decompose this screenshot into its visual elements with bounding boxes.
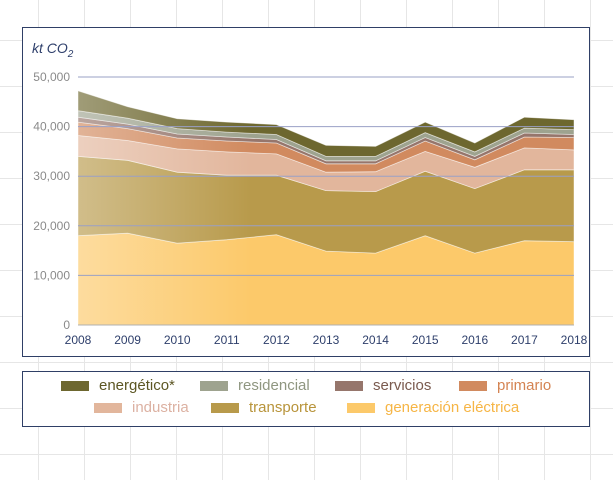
legend-label: energético*: [99, 377, 175, 394]
legend-swatch: [335, 380, 363, 391]
y-tick-label: 20,000: [33, 219, 70, 233]
x-tick-label: 2015: [412, 333, 439, 347]
area-highlight: [78, 90, 574, 326]
y-axis-label-main: kt CO: [32, 40, 68, 56]
legend-label: generación eléctrica: [385, 399, 520, 416]
legend-swatch: [347, 402, 375, 413]
x-tick-label: 2013: [313, 333, 340, 347]
legend-item: generación eléctrica: [347, 399, 519, 416]
legend-item: energético*: [61, 377, 175, 394]
legend-swatch: [459, 380, 487, 391]
legend-label: industria: [132, 399, 189, 416]
x-tick-label: 2014: [362, 333, 389, 347]
legend-item: primario: [459, 377, 551, 394]
y-tick-label: 30,000: [33, 169, 70, 183]
y-tick-label: 10,000: [33, 268, 70, 282]
legend-item: transporte: [211, 399, 317, 416]
x-tick-label: 2016: [461, 333, 488, 347]
x-tick-label: 2008: [65, 333, 92, 347]
y-axis-label: kt CO2: [32, 40, 74, 60]
legend-swatch: [61, 380, 89, 391]
legend-swatch: [200, 380, 228, 391]
y-tick-label: 0: [63, 318, 70, 332]
y-tick-label: 40,000: [33, 120, 70, 134]
x-tick-label: 2012: [263, 333, 290, 347]
legend-item: industria: [94, 399, 189, 416]
legend-label: servicios: [373, 377, 432, 394]
legend-swatch: [211, 402, 239, 413]
x-tick-label: 2018: [561, 333, 588, 347]
chart-frame: kt CO2 0 10,000 20,000 30,000 40,000 50,000 20…: [22, 27, 590, 357]
x-tick-label: 2011: [214, 333, 240, 347]
x-tick-label: 2017: [511, 333, 538, 347]
gridlines: [78, 76, 574, 276]
legend-swatch: [94, 402, 122, 413]
legend-item: servicios: [335, 377, 431, 394]
legend-label: primario: [497, 377, 552, 394]
area-chart: kt CO2 0 10,000 20,000 30,000 40,000 50,000 20…: [32, 40, 588, 347]
x-tick-label: 2010: [164, 333, 191, 347]
y-axis-label-sub: 2: [67, 49, 74, 60]
legend-item: residencial: [200, 377, 310, 394]
legend-label: residencial: [238, 377, 310, 394]
legend: energético* residencial servicios primario i…: [22, 371, 590, 427]
legend-label: transporte: [249, 399, 317, 416]
y-tick-label: 50,000: [33, 70, 70, 84]
x-tick-label: 2009: [114, 333, 141, 347]
